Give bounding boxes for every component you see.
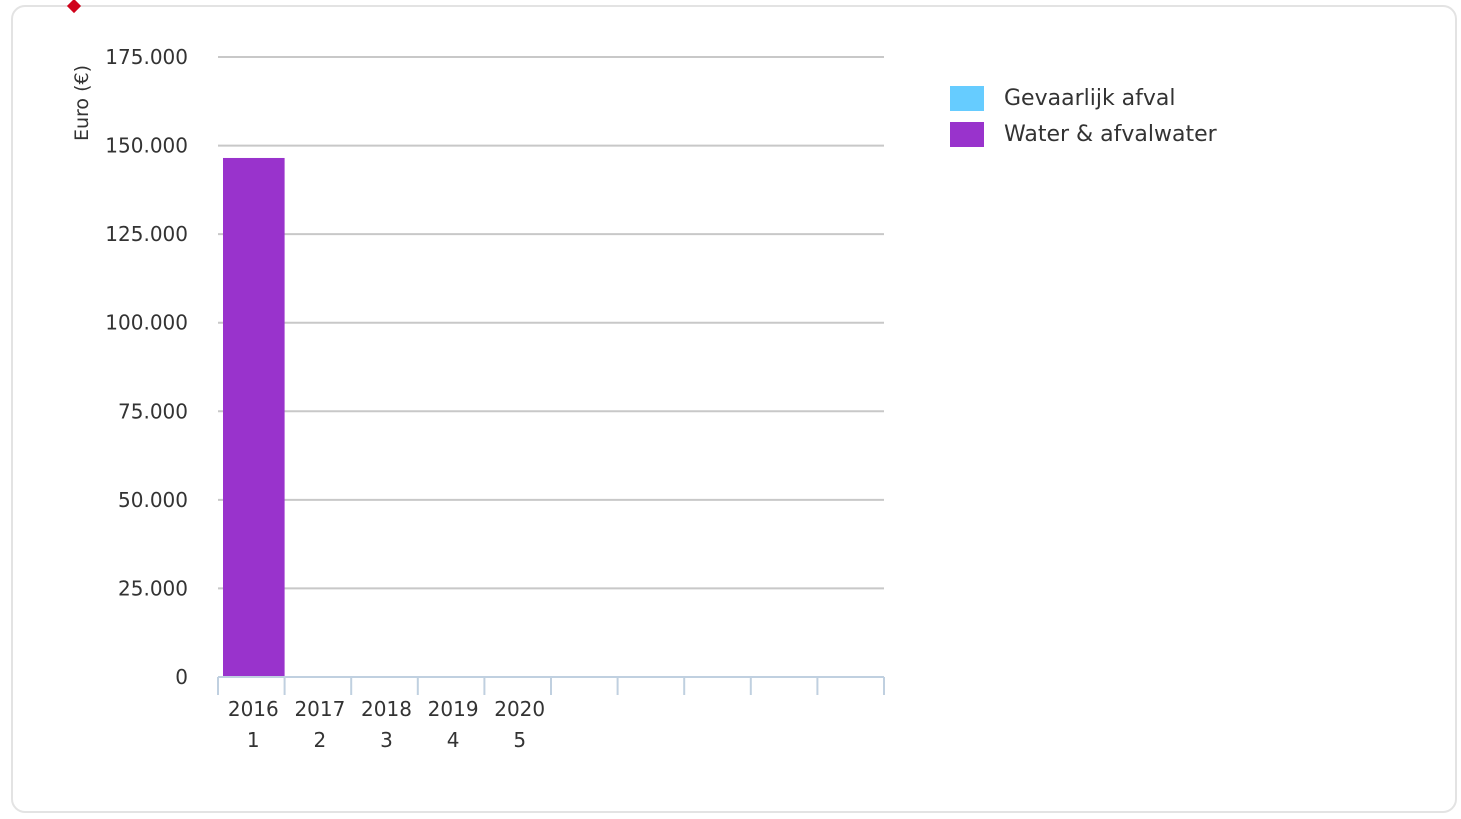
y-tick-label: 175.000 — [105, 45, 188, 69]
legend-item-gevaarlijk-afval[interactable]: Gevaarlijk afval — [950, 80, 1217, 116]
x-tick-sublabel: 1 — [247, 728, 260, 752]
y-tick-label: 75.000 — [118, 399, 188, 423]
legend-swatch-water-afvalwater — [950, 121, 984, 147]
y-tick-label: 50.000 — [118, 488, 188, 512]
legend-label: Gevaarlijk afval — [1004, 85, 1176, 111]
x-tick-label: 2016 — [228, 697, 279, 721]
x-tick-label: 2020 — [494, 697, 545, 721]
x-tick-label: 2017 — [294, 697, 345, 721]
x-tick-label: 2019 — [428, 697, 479, 721]
x-tick-sublabel: 3 — [380, 728, 393, 752]
legend-item-water-afvalwater[interactable]: Water & afvalwater — [950, 116, 1217, 152]
y-axis-title: Euro (€) — [71, 65, 93, 141]
legend-swatch-gevaarlijk-afval — [950, 85, 984, 111]
y-tick-label: 100.000 — [105, 311, 188, 335]
chart-legend: Gevaarlijk afval Water & afvalwater — [950, 80, 1217, 152]
x-tick-label: 2018 — [361, 697, 412, 721]
y-tick-label: 150.000 — [105, 134, 188, 158]
x-tick-sublabel: 2 — [314, 728, 327, 752]
y-tick-label: 0 — [175, 665, 188, 689]
x-tick-sublabel: 4 — [447, 728, 460, 752]
bar — [223, 157, 285, 677]
y-tick-label: 125.000 — [105, 222, 188, 246]
x-tick-sublabel: 5 — [513, 728, 526, 752]
legend-label: Water & afvalwater — [1004, 121, 1217, 147]
y-tick-label: 25.000 — [118, 576, 188, 600]
